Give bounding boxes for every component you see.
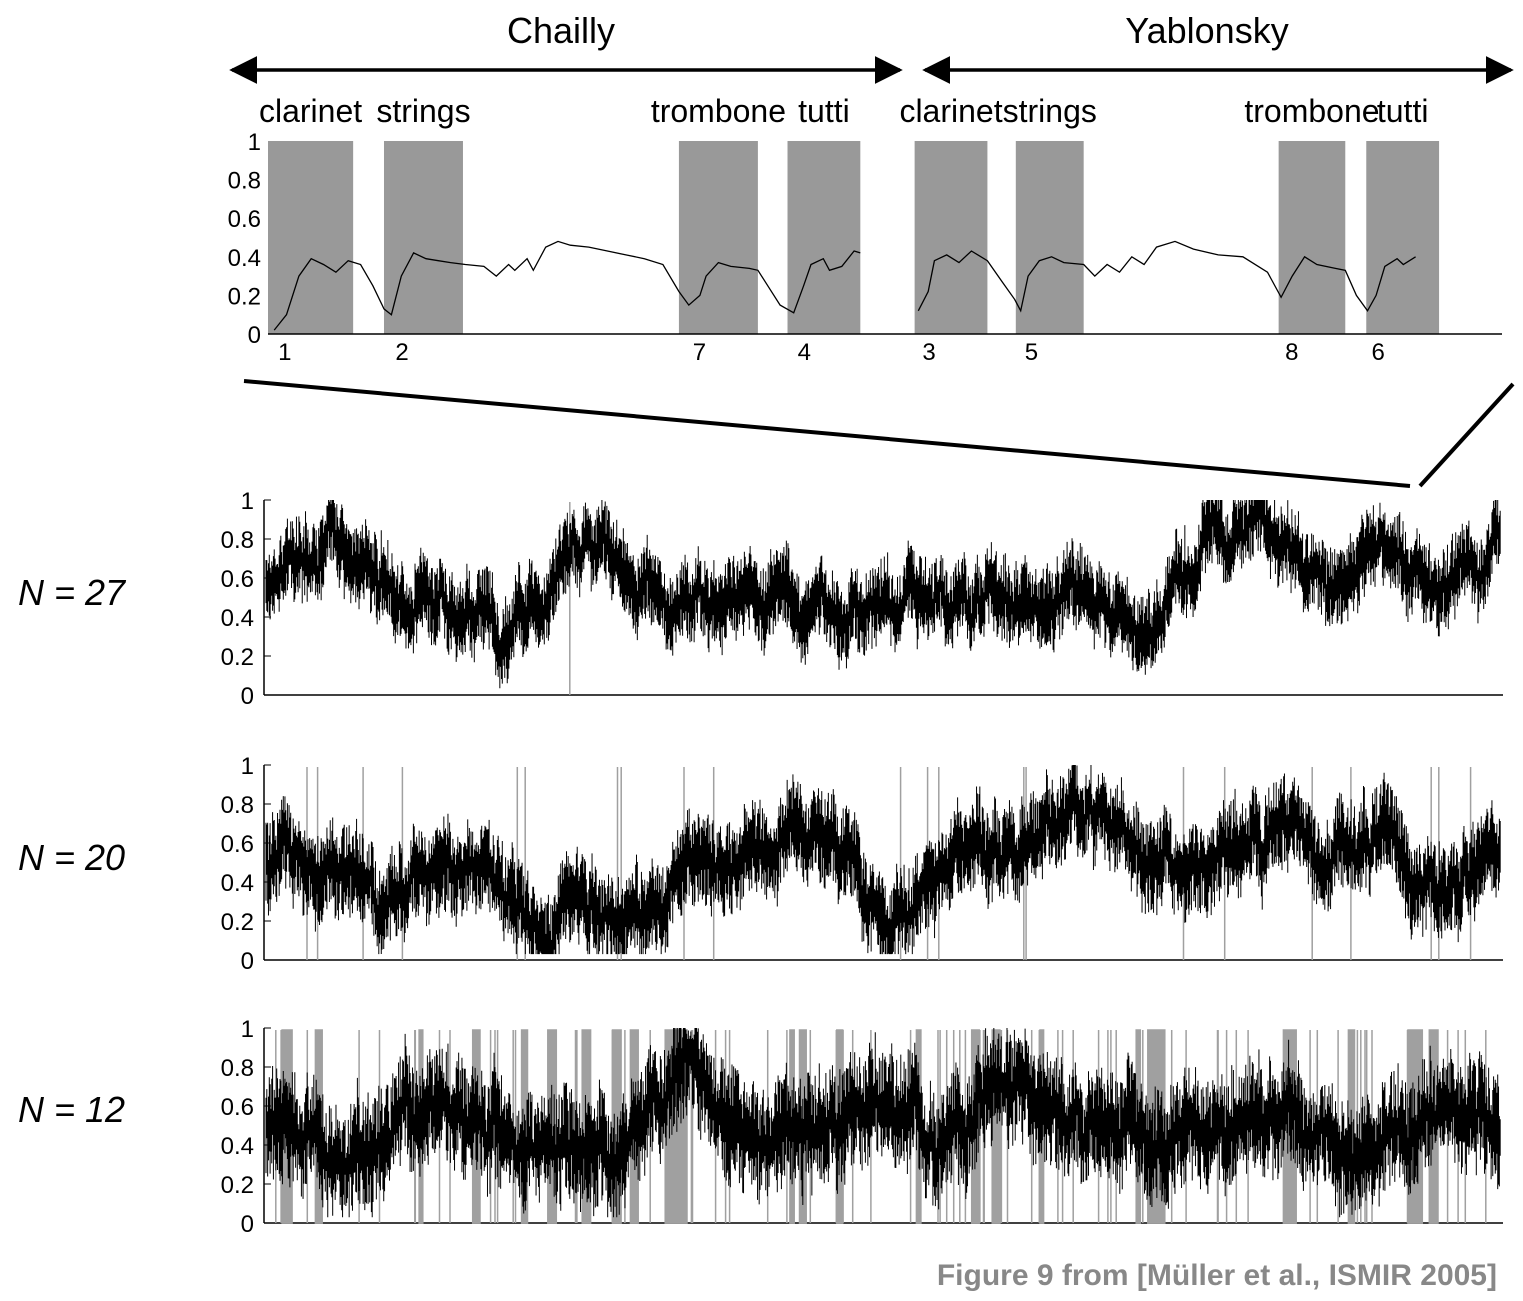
segment-marker-2: 7 [693,339,706,366]
segment-shade-0 [268,141,354,334]
panel-ytick-3: 0.6 [221,831,254,858]
segment-marker-0: 1 [278,339,291,366]
panel-ytick-1: 0.2 [221,1172,254,1199]
segment-shade-3 [787,141,861,334]
segment-label-0: clarinet [259,93,362,129]
segment-shade-1 [383,141,463,334]
panel-ytick-0: 0 [241,1211,254,1238]
panel-label-n12: N = 12 [18,1089,125,1130]
segment-label-2: trombone [651,93,786,129]
segment-label-5: strings [1003,93,1097,129]
segment-marker-3: 4 [798,339,811,366]
panel-ytick-1: 0.2 [221,644,254,671]
top-ytick-3: 0.6 [228,206,261,233]
panel-ytick-5: 1 [241,753,254,780]
segment-marker-6: 8 [1285,339,1298,366]
score-panel-n27: 0 0.2 0.4 0.6 0.8 1 [221,488,1503,710]
segment-marker-4: 3 [922,339,935,366]
top-panel-chart: clarinet1strings2trombone7tutti4clarinet… [228,93,1502,366]
panel-ytick-2: 0.4 [221,1133,254,1160]
score-panel-n12: 0 0.2 0.4 0.6 0.8 1 [221,1016,1503,1238]
segment-shade-4 [914,141,988,334]
top-ytick-4: 0.8 [228,168,261,195]
panel-ytick-5: 1 [241,488,254,515]
panel-ytick-3: 0.6 [221,566,254,593]
panel-ytick-2: 0.4 [221,870,254,897]
segment-marker-1: 2 [395,339,408,366]
segment-label-6: trombone [1244,93,1379,129]
performer-label-yablonsky: Yablonsky [1125,10,1288,51]
performer-label-chailly: Chailly [507,10,615,51]
panel-ytick-0: 0 [241,683,254,710]
score-panel-n20: 0 0.2 0.4 0.6 0.8 1 [221,753,1503,975]
zoom-connector-right [1418,382,1515,488]
panel-ytick-4: 0.8 [221,792,254,819]
top-curve-b [917,240,1416,313]
zoom-connector-left [243,379,1411,488]
panel-label-n27: N = 27 [18,572,127,613]
segment-label-3: tutti [798,93,850,129]
panel-ytick-1: 0.2 [221,909,254,936]
segment-label-4: clarinet [899,93,1002,129]
panel-ytick-5: 1 [241,1016,254,1043]
top-ytick-5: 1 [248,129,261,156]
top-ytick-0: 0 [248,322,261,349]
segment-label-1: strings [376,93,470,129]
panel-ytick-4: 0.8 [221,527,254,554]
segment-shade-2 [678,141,758,334]
panel-score-trace [265,500,1501,689]
panel-score-trace [265,1028,1501,1218]
panel-ytick-2: 0.4 [221,605,254,632]
panel-label-n20: N = 20 [18,837,125,878]
panel-score-trace [265,765,1501,955]
top-ytick-2: 0.4 [228,245,261,272]
segment-shade-7 [1366,141,1440,334]
panel-ytick-4: 0.8 [221,1055,254,1082]
top-ytick-1: 0.2 [228,283,261,310]
segment-shade-6 [1278,141,1346,334]
segment-marker-5: 5 [1025,339,1038,366]
segment-label-7: tutti [1377,93,1429,129]
panel-ytick-0: 0 [241,948,254,975]
segment-shade-5 [1015,141,1084,334]
panel-ytick-3: 0.6 [221,1094,254,1121]
top-curve-a [273,240,861,331]
figure-caption: Figure 9 from [Müller et al., ISMIR 2005… [937,1259,1497,1292]
segment-marker-7: 6 [1371,339,1384,366]
